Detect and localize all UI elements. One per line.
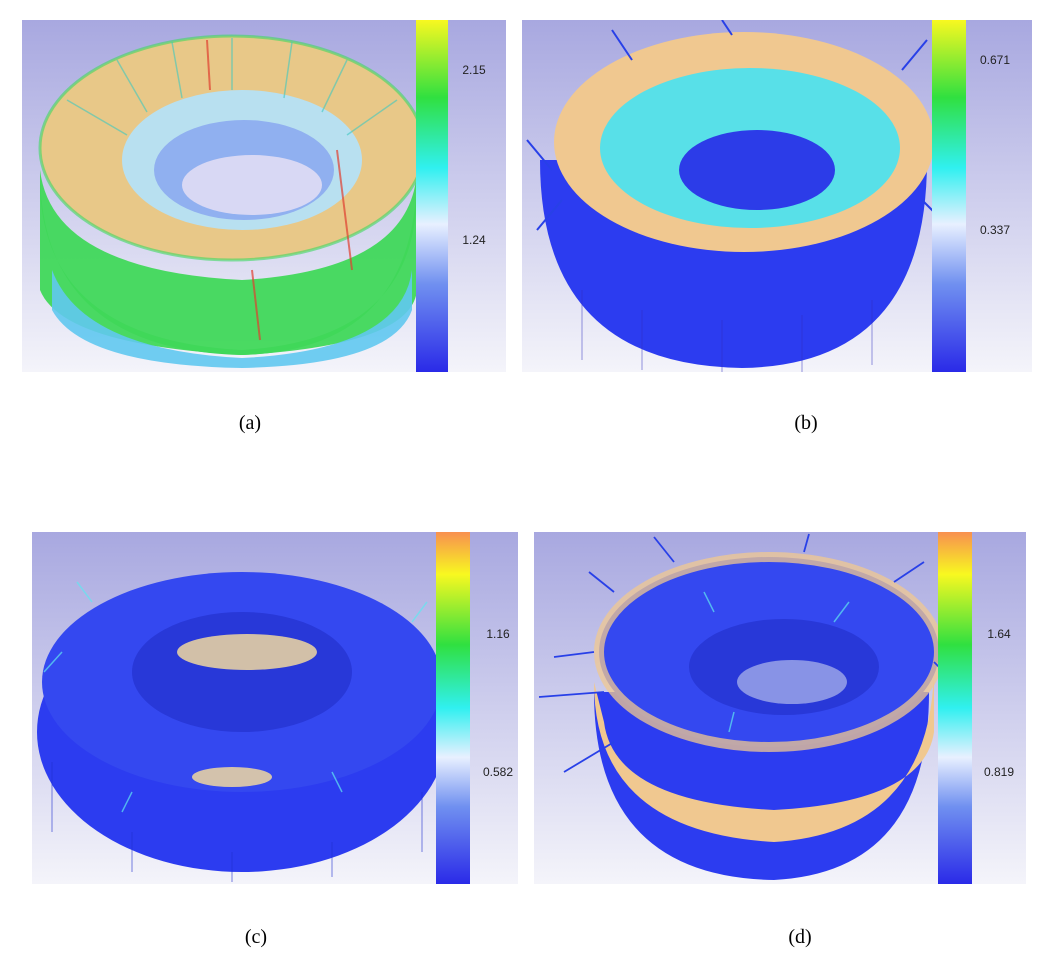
caption-c: (c) [244,926,268,948]
colorbar-b [932,20,966,372]
torus-render-d: 1.64 0.819 [534,532,1026,884]
torus-render-b: 0.671 0.337 [522,20,1032,372]
colorbar-mid-label: 0.819 [984,765,1014,779]
torus-render-a: 2.15 1.24 [22,20,506,372]
colorbar-top-label: 1.16 [486,627,510,641]
caption-d: (d) [788,926,812,948]
panel-b: 0.671 0.337 [522,20,1032,372]
colorbar-mid-label: 0.337 [980,223,1010,237]
panel-a: 2.15 1.24 [22,20,506,372]
caption-b: (b) [794,412,818,434]
colorbar-mid-label: 0.582 [483,765,513,779]
colorbar-top-label: 1.64 [987,627,1011,641]
colorbar-top-label: 0.671 [980,53,1010,67]
colorbar-top-label: 2.15 [462,63,486,77]
colorbar-a [416,20,448,372]
panel-c: 1.16 0.582 [32,532,518,884]
caption-a: (a) [238,412,262,434]
torus-render-c: 1.16 0.582 [32,532,518,884]
panel-d: 1.64 0.819 [534,532,1026,884]
colorbar-mid-label: 1.24 [462,233,486,247]
colorbar-c [436,532,470,884]
colorbar-d [938,532,972,884]
